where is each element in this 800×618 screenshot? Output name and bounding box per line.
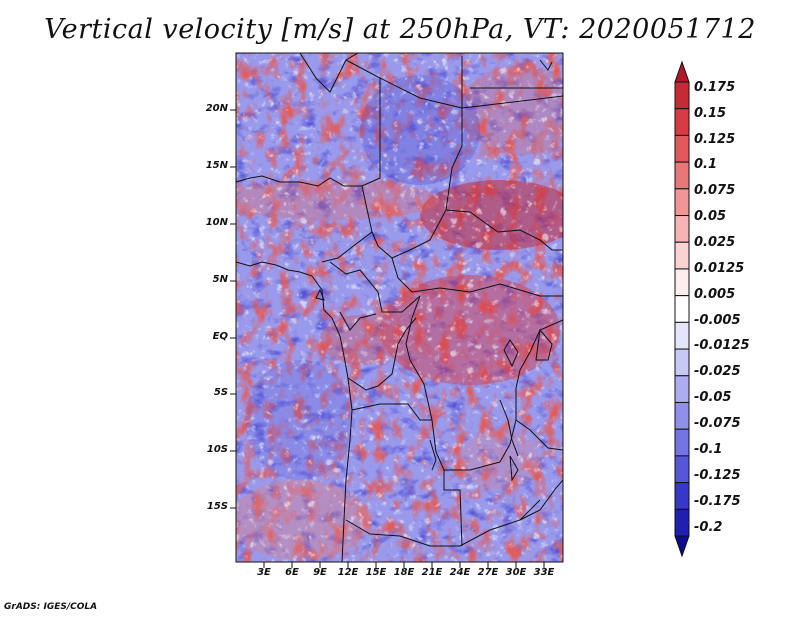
country-borders <box>235 52 564 563</box>
colorbar-segment <box>674 455 690 484</box>
colorbar-label: 0.0125 <box>694 261 745 276</box>
lon-label: 24E <box>449 567 471 578</box>
colorbar-label: -0.175 <box>694 494 741 509</box>
lon-label: 6E <box>285 567 299 578</box>
colorbar-segment <box>674 241 690 270</box>
lon-label: 27E <box>477 567 499 578</box>
colorbar-label: 0.025 <box>694 235 736 250</box>
colorbar-label: 0.125 <box>694 132 736 147</box>
colorbar-label: -0.05 <box>694 390 732 405</box>
lon-label: 30E <box>505 567 527 578</box>
lat-label: 10S <box>206 444 228 455</box>
lat-label: 20N <box>205 103 228 114</box>
colorbar-label: -0.0125 <box>694 338 750 353</box>
lon-label: 12E <box>337 567 359 578</box>
axis-ticks <box>230 109 545 568</box>
lat-label: 5S <box>213 387 228 398</box>
colorbar-label: -0.125 <box>694 468 741 483</box>
colorbar-segment <box>674 321 690 350</box>
lon-label: 18E <box>393 567 415 578</box>
chart-title: Vertical velocity [m/s] at 250hPa, VT: 2… <box>44 14 756 45</box>
lon-label: 3E <box>257 567 271 578</box>
grads-credit: GrADS: IGES/COLA <box>4 602 98 612</box>
map-frame <box>235 52 564 563</box>
colorbar-label: 0.05 <box>694 209 727 224</box>
colorbar-segment <box>674 348 690 377</box>
colorbar-label: 0.005 <box>694 287 736 302</box>
colorbar-segment <box>674 535 690 558</box>
lat-label: 15S <box>206 501 228 512</box>
colorbar-segment <box>674 215 690 243</box>
lon-label: 21E <box>421 567 443 578</box>
colorbar-segment <box>674 108 690 136</box>
colorbar-label: 0.1 <box>694 157 718 172</box>
colorbar-segment <box>674 295 690 323</box>
colorbar-segment <box>674 482 690 510</box>
colorbar-label: -0.025 <box>694 364 741 379</box>
colorbar-label: 0.175 <box>694 80 736 95</box>
colorbar-segment <box>674 60 690 83</box>
lat-label: EQ <box>212 331 228 342</box>
lon-label: 9E <box>313 567 327 578</box>
colorbar-segment <box>674 401 690 430</box>
lat-label: 10N <box>205 217 228 228</box>
colorbar-label: -0.005 <box>694 313 741 328</box>
colorbar-segment <box>674 134 690 163</box>
colorbar-label: -0.075 <box>694 416 741 431</box>
colorbar-segment <box>674 161 690 190</box>
colorbar-segment <box>674 428 690 457</box>
lat-label: 5N <box>212 274 228 285</box>
lon-label: 15E <box>365 567 387 578</box>
colorbar-label: 0.075 <box>694 183 736 198</box>
lon-label: 33E <box>533 567 555 578</box>
velocity-field <box>236 53 563 562</box>
colorbar-segment <box>674 375 690 403</box>
colorbar-label: -0.1 <box>694 442 723 457</box>
lat-label: 15N <box>205 160 228 171</box>
colorbar-label: 0.15 <box>694 106 727 121</box>
colorbar-segment <box>674 188 690 217</box>
colorbar-segment <box>674 81 690 110</box>
colorbar-segment <box>674 508 690 537</box>
colorbar-segment <box>674 268 690 297</box>
colorbar <box>674 60 690 558</box>
colorbar-label: -0.2 <box>694 520 723 535</box>
